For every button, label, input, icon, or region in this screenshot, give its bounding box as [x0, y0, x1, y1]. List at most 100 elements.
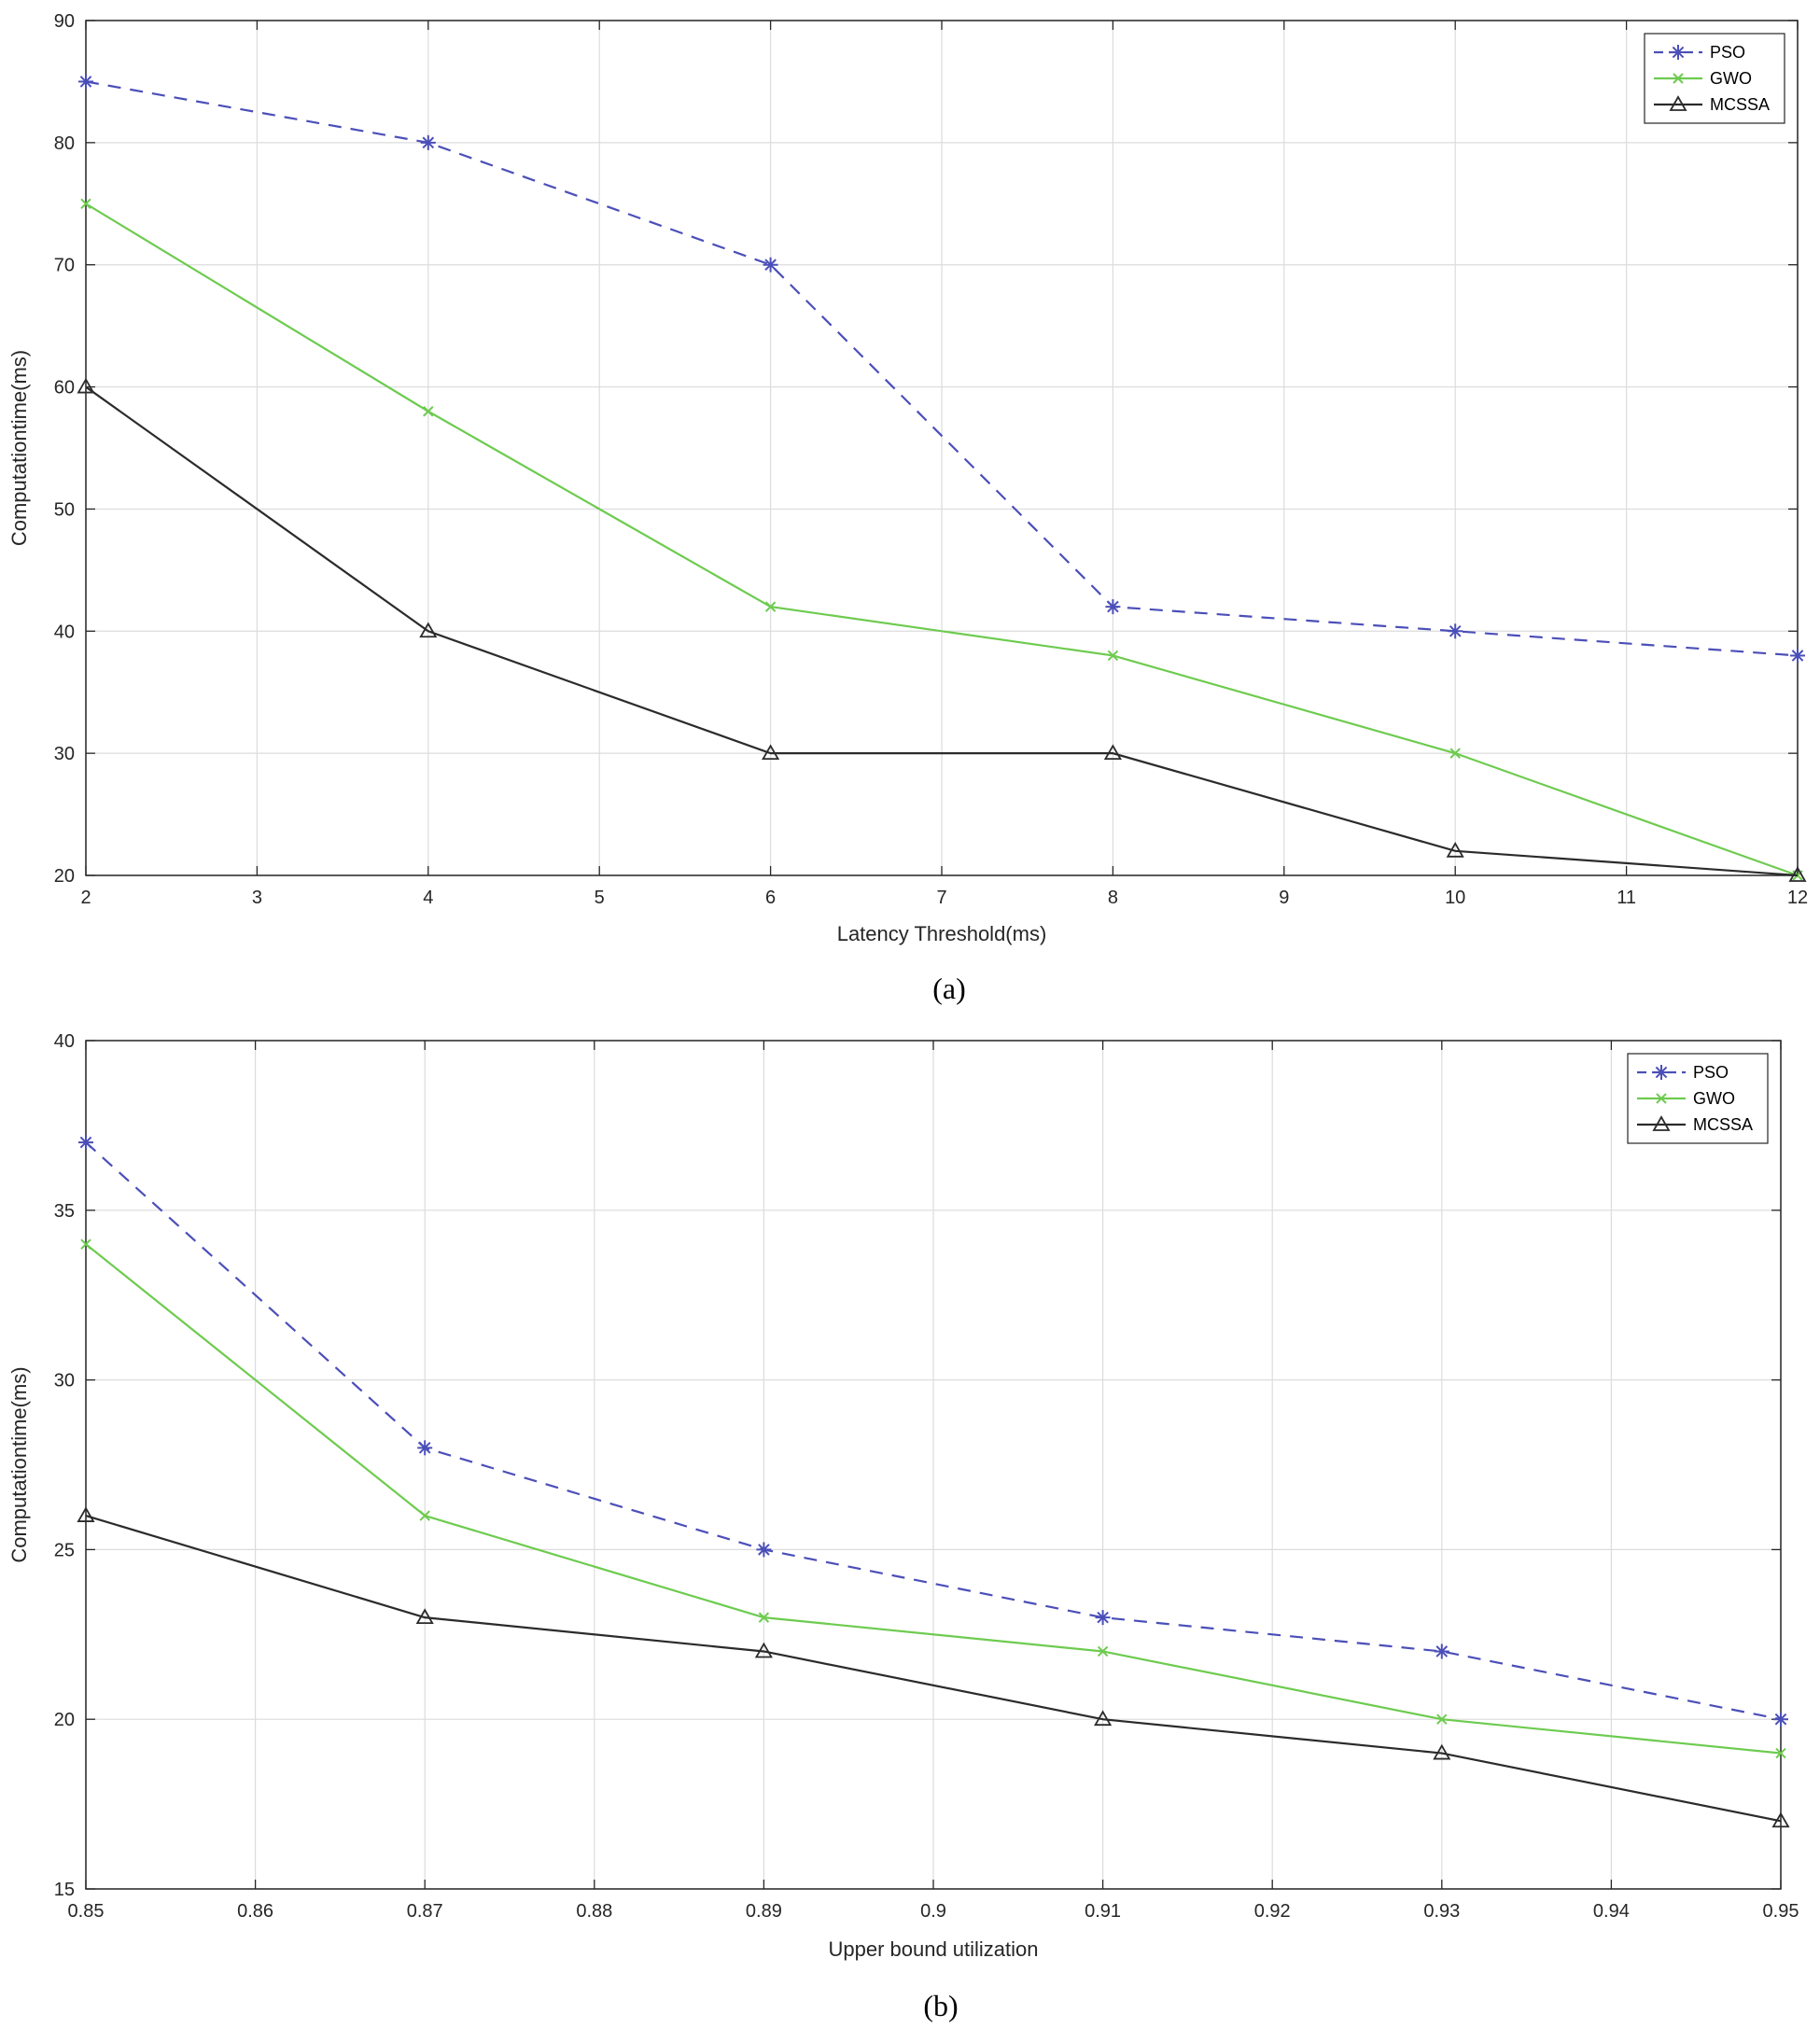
- y-tick-label: 15: [54, 1880, 75, 1900]
- data-point-gwo: [1097, 1645, 1109, 1657]
- x-tick-label: 0.87: [407, 1901, 443, 1922]
- x-tick-label: 0.94: [1593, 1901, 1630, 1922]
- data-point-pso: [420, 134, 436, 150]
- y-axis-label: Computationtime(ms): [7, 350, 31, 546]
- legend-marker-pso: [1671, 45, 1686, 60]
- legend-label-pso: PSO: [1693, 1063, 1729, 1082]
- data-point-mcssa: [1094, 1710, 1113, 1727]
- data-point-mcssa: [1433, 1743, 1451, 1760]
- data-point-pso: [1434, 1643, 1449, 1659]
- data-point-gwo: [764, 601, 777, 612]
- data-point-gwo: [1107, 650, 1119, 662]
- legend-label-gwo: GWO: [1693, 1089, 1735, 1108]
- y-tick-label: 35: [54, 1201, 75, 1222]
- series-line-pso: [85, 1141, 1782, 1721]
- figure-caption: (b): [923, 1989, 958, 2022]
- chart-a: 2 3 4 5 6 7 8 9 10 11 12 20 30 40 50 60 70 80 90 Latency Th…: [7, 11, 1808, 1005]
- data-point-gwo: [1449, 748, 1461, 759]
- legend-marker-gwo: [1673, 73, 1684, 84]
- x-tick-label: 0.95: [1763, 1901, 1799, 1922]
- series-line-mcssa: [85, 385, 1799, 877]
- y-tick-label: 60: [54, 378, 75, 399]
- data-point-gwo: [423, 406, 434, 417]
- data-point-gwo: [1436, 1713, 1448, 1725]
- x-axis-label: Upper bound utilization: [828, 1937, 1038, 1961]
- y-tick-label: 40: [54, 622, 75, 642]
- figure-caption: (a): [932, 972, 966, 1005]
- data-point-gwo: [419, 1510, 430, 1521]
- x-tick-label: 0.88: [576, 1901, 612, 1922]
- x-tick-label: 0.86: [237, 1901, 273, 1922]
- data-point-mcssa: [77, 377, 95, 394]
- data-point-gwo: [758, 1612, 770, 1623]
- y-tick-label: 20: [54, 866, 75, 887]
- x-axis-label: Latency Threshold(ms): [837, 922, 1047, 945]
- data-point-mcssa: [1446, 842, 1464, 858]
- data-point-pso: [763, 257, 778, 273]
- legend-marker-gwo: [1656, 1093, 1667, 1104]
- y-tick-label: 40: [54, 1031, 75, 1052]
- data-point-mcssa: [419, 622, 438, 638]
- y-tick-label: 50: [54, 499, 75, 520]
- data-point-pso: [1773, 1712, 1788, 1727]
- legend-label-pso: PSO: [1710, 43, 1745, 62]
- data-point-mcssa: [1771, 1811, 1790, 1828]
- legend-marker-mcssa: [1652, 1115, 1671, 1131]
- legend-label-gwo: GWO: [1710, 69, 1752, 88]
- x-tick-label: 8: [1108, 888, 1118, 908]
- x-tick-label: 10: [1445, 888, 1465, 908]
- data-point-mcssa: [1103, 744, 1122, 761]
- data-point-mcssa: [415, 1608, 434, 1625]
- y-tick-label: 30: [54, 1371, 75, 1392]
- legend-label-mcssa: MCSSA: [1710, 95, 1770, 114]
- data-point-mcssa: [762, 744, 780, 761]
- x-tick-label: 12: [1787, 888, 1808, 908]
- y-tick-label: 30: [54, 744, 75, 764]
- data-point-gwo: [80, 1238, 91, 1250]
- series-line-gwo: [85, 1243, 1782, 1755]
- y-tick-label: 25: [54, 1540, 75, 1560]
- y-tick-label: 20: [54, 1710, 75, 1730]
- x-tick-label: 0.92: [1254, 1901, 1291, 1922]
- legend-label-mcssa: MCSSA: [1693, 1115, 1753, 1134]
- x-tick-label: 0.9: [920, 1901, 946, 1922]
- data-point-pso: [756, 1542, 772, 1558]
- x-tick-label: 7: [936, 888, 946, 908]
- data-point-pso: [78, 74, 93, 90]
- x-tick-label: 11: [1617, 888, 1636, 908]
- x-tick-label: 0.85: [68, 1901, 105, 1922]
- series-line-mcssa: [85, 1514, 1782, 1823]
- x-tick-label: 3: [252, 888, 262, 908]
- data-point-mcssa: [1788, 866, 1807, 882]
- x-tick-label: 5: [595, 888, 605, 908]
- y-tick-label: 80: [54, 133, 75, 154]
- x-tick-label: 0.91: [1085, 1901, 1121, 1922]
- data-point-mcssa: [77, 1506, 95, 1522]
- data-point-gwo: [80, 198, 91, 209]
- data-point-pso: [1790, 648, 1805, 664]
- data-point-pso: [1095, 1610, 1111, 1626]
- legend: PSO GWO MCSSA: [1627, 1053, 1769, 1144]
- x-tick-label: 6: [765, 888, 776, 908]
- data-point-mcssa: [754, 1642, 773, 1658]
- x-tick-label: 0.93: [1423, 1901, 1460, 1922]
- x-tick-label: 4: [423, 888, 433, 908]
- series-line-gwo: [85, 203, 1799, 877]
- data-point-pso: [1105, 599, 1121, 615]
- data-point-pso: [417, 1440, 433, 1456]
- series-line-pso: [85, 80, 1799, 657]
- y-tick-label: 90: [54, 11, 75, 32]
- legend-marker-pso: [1654, 1065, 1669, 1080]
- legend-marker-mcssa: [1669, 95, 1687, 111]
- y-tick-label: 70: [54, 256, 75, 276]
- x-tick-label: 2: [80, 888, 91, 908]
- legend: PSO GWO MCSSA: [1644, 33, 1785, 124]
- x-tick-label: 0.89: [746, 1901, 782, 1922]
- y-axis-label: Computationtime(ms): [7, 1366, 31, 1562]
- data-point-pso: [78, 1135, 93, 1151]
- x-tick-label: 9: [1279, 888, 1289, 908]
- data-point-gwo: [1775, 1747, 1786, 1759]
- data-point-pso: [1448, 623, 1463, 639]
- chart-b: 0.85 0.86 0.87 0.88 0.89 0.9 0.91 0.92 0.93 0.94 0…: [7, 1031, 1799, 2022]
